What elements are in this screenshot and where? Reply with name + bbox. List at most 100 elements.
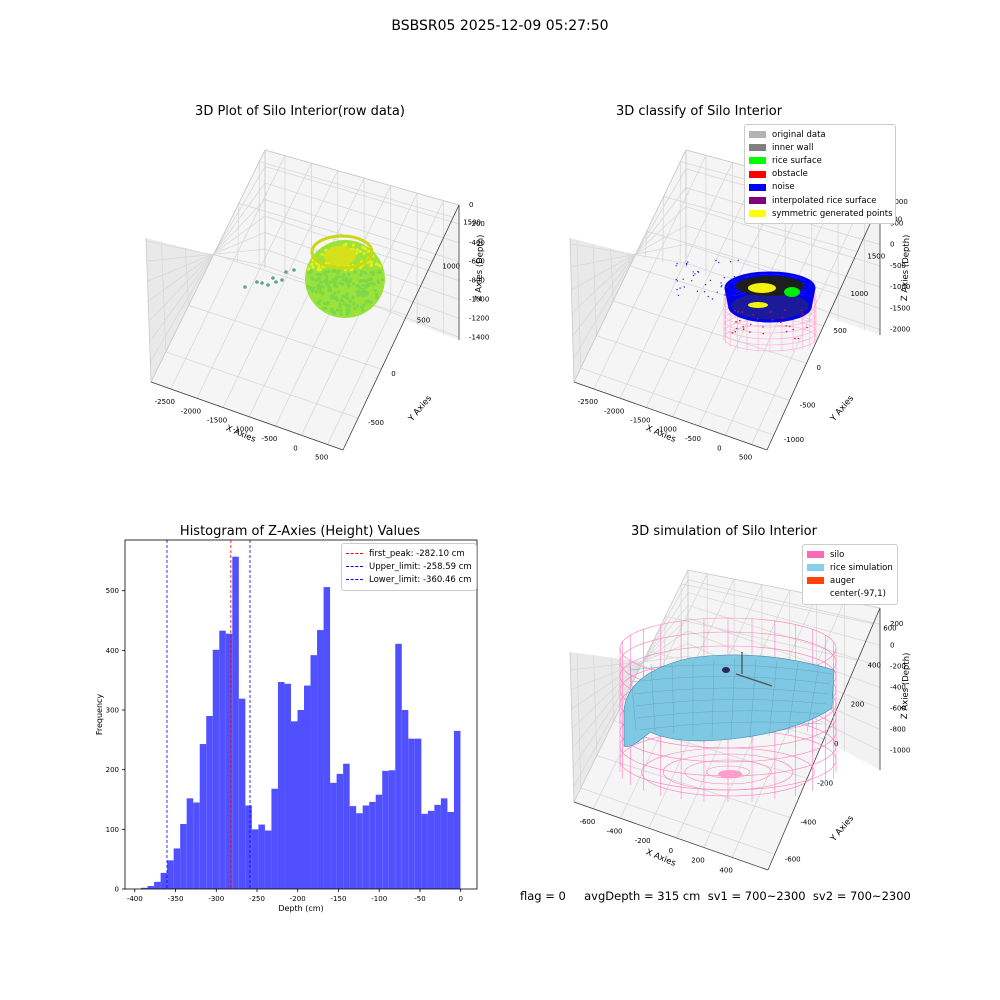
histogram-bar <box>323 587 331 889</box>
data-point <box>321 285 325 289</box>
obstacle-point <box>781 316 784 319</box>
histogram-bar <box>186 798 194 889</box>
histogram-bar <box>219 630 226 889</box>
x-axis-label: Depth (cm) <box>278 904 323 913</box>
figure-title: BSBSR05 2025-12-09 05:27:50 <box>391 18 609 34</box>
data-point <box>310 276 314 280</box>
y-axis-line <box>766 201 881 451</box>
data-point <box>337 275 341 279</box>
histogram-bar <box>369 801 376 889</box>
y-tick-label: 200 <box>851 701 864 709</box>
histogram-bar <box>453 730 461 889</box>
rice-surface-patch <box>784 287 800 297</box>
raw-3d-plot: -2500-2000-1500-1000-5000500-50005001000… <box>145 149 489 462</box>
histogram-bar <box>154 881 161 889</box>
data-point <box>362 251 366 256</box>
data-point <box>359 279 363 283</box>
mesh-line <box>633 687 829 695</box>
legend-swatch <box>749 210 766 218</box>
histogram-bar <box>434 804 441 889</box>
x-tick-label: -1000 <box>233 426 253 434</box>
histogram-bar <box>199 744 207 889</box>
histogram-bar <box>395 643 402 889</box>
histogram-title: Histogram of Z-Axies (Height) Values <box>179 524 421 539</box>
center-mound <box>324 246 356 266</box>
data-point <box>321 306 326 310</box>
stray-point <box>260 281 264 285</box>
data-point <box>342 302 346 306</box>
obstacle-point <box>742 328 745 330</box>
data-point <box>316 272 320 277</box>
simulation-mesh <box>619 617 837 802</box>
data-point <box>346 296 350 301</box>
noise-point <box>677 294 680 297</box>
obstacle-point <box>731 332 734 334</box>
obstacle-point <box>752 313 754 316</box>
data-point <box>317 286 321 290</box>
histogram-bar <box>225 633 233 889</box>
noise-point <box>715 259 717 262</box>
legend-swatch <box>807 564 824 572</box>
floor-center <box>718 770 742 778</box>
x-tick-label: -400 <box>127 895 143 903</box>
stray-point <box>255 280 259 284</box>
classify-panel-title: 3D classify of Silo Interior <box>615 104 783 119</box>
legend-label: silo <box>830 549 845 560</box>
simulation-legend: silo rice simulation auger center(-97,1) <box>802 544 898 605</box>
data-point <box>358 292 362 296</box>
histogram-bar <box>180 823 187 889</box>
data-point <box>338 302 342 306</box>
obstacle-point <box>785 330 788 333</box>
noise-point <box>733 283 735 285</box>
y-tick-label: 0 <box>115 886 119 894</box>
data-point <box>378 270 382 274</box>
data-point <box>351 295 355 299</box>
data-point <box>341 278 345 282</box>
noise-point <box>723 277 725 279</box>
legend-item: silo <box>807 548 893 561</box>
data-point <box>349 277 353 282</box>
data-point <box>338 281 342 285</box>
legend-swatch <box>749 157 766 165</box>
auger-arm <box>735 673 773 687</box>
data-point <box>338 304 342 308</box>
data-point <box>324 281 328 285</box>
z-tick-label: -800 <box>469 277 485 285</box>
data-point <box>342 243 346 247</box>
noise-point <box>692 271 694 273</box>
x-tick-label: -200 <box>635 837 651 845</box>
data-point <box>318 277 322 281</box>
data-point <box>364 284 368 288</box>
data-point <box>351 243 355 247</box>
legend-label: symmetric generated points <box>772 208 893 219</box>
data-point <box>318 290 322 294</box>
histogram-bar <box>440 798 448 889</box>
data-point <box>339 312 343 316</box>
legend-item: inner wall <box>749 141 891 154</box>
legend-item: auger <box>807 574 893 587</box>
legend-item: noise <box>749 181 891 194</box>
z-tick-label: 200 <box>890 620 903 628</box>
z-tick-label: 0 <box>469 201 473 209</box>
histogram-bar <box>147 886 155 889</box>
data-point <box>344 276 349 281</box>
legend-label: inner wall <box>772 142 814 153</box>
obstacle-point <box>801 313 804 315</box>
classified-points <box>675 259 817 353</box>
histogram-bar <box>356 813 363 889</box>
data-point <box>310 262 314 266</box>
obstacle-point <box>741 311 744 313</box>
data-point <box>307 271 311 275</box>
legend-swatch <box>807 551 824 559</box>
x-tick-label: 0 <box>717 444 721 452</box>
y-tick-label: 1500 <box>463 218 481 226</box>
data-point <box>355 251 359 255</box>
data-point <box>364 247 368 251</box>
obstacle-point <box>735 320 737 323</box>
data-point <box>355 304 359 308</box>
data-point <box>328 280 332 284</box>
mesh-line <box>629 664 833 675</box>
obstacle-point <box>779 321 782 323</box>
status-footer: flag = 0 avgDepth = 315 cm sv1 = 700~230… <box>520 889 911 903</box>
x-tick-label: -1500 <box>630 417 650 425</box>
